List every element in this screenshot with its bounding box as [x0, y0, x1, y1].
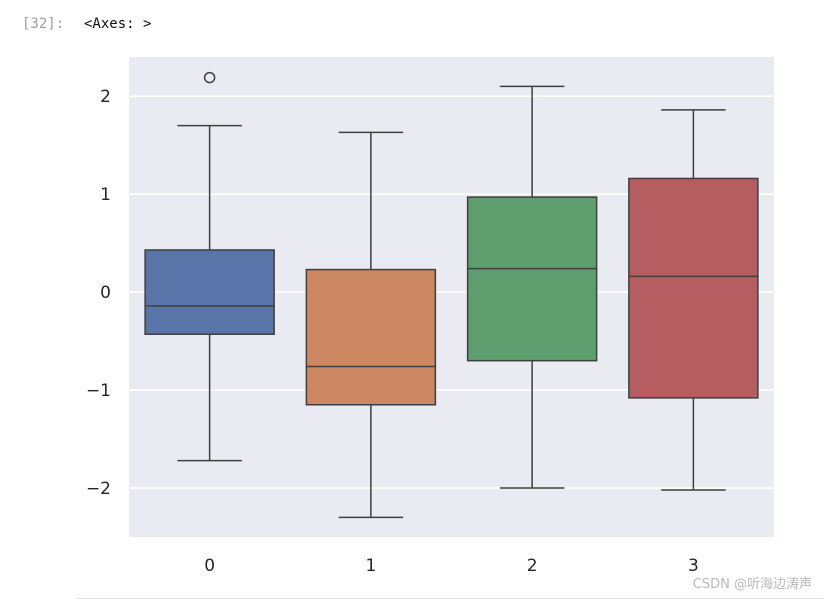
- x-tick-label: 0: [204, 556, 215, 576]
- y-tick-label: −2: [86, 479, 111, 499]
- output-divider: [76, 598, 824, 599]
- y-tick-label: 1: [100, 185, 111, 205]
- box-iqr: [144, 249, 275, 335]
- x-axis: 0 1 2 3: [204, 556, 699, 576]
- y-tick-label: 2: [100, 87, 111, 107]
- cell-output-text: <Axes: >: [84, 16, 152, 32]
- box-group-3: [628, 109, 759, 491]
- box-series: [144, 71, 759, 519]
- x-tick-label: 3: [688, 556, 699, 576]
- x-tick-label: 1: [365, 556, 376, 576]
- y-axis: −2 −1 0 1 2: [86, 87, 111, 499]
- box-iqr: [305, 268, 437, 406]
- y-tick-label: 0: [100, 283, 111, 303]
- box-iqr: [466, 196, 598, 362]
- box-group-0: [144, 71, 275, 462]
- y-tick-label: −1: [86, 381, 111, 401]
- x-tick-label: 2: [527, 556, 538, 576]
- watermark: CSDN @听海边涛声: [692, 577, 812, 592]
- box-group-2: [466, 85, 598, 489]
- cell-prompt: [32]:: [22, 16, 65, 32]
- outlier-point: [203, 71, 216, 84]
- box-group-1: [305, 131, 437, 519]
- box-iqr: [628, 177, 759, 399]
